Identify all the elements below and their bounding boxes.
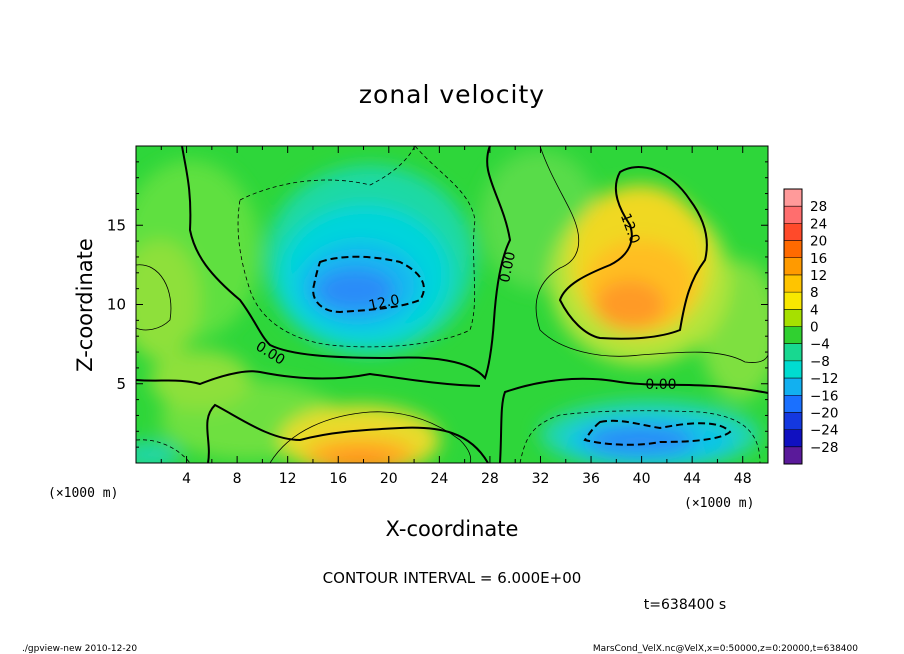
y-axis-ticks: 5 10 15 [107, 161, 768, 448]
colorbar-label: −16 [810, 388, 839, 404]
colorbar-label: −4 [810, 337, 830, 353]
colorbar-cell [784, 206, 802, 224]
colorbar-cell [784, 360, 802, 379]
contour-interval-text: CONTOUR INTERVAL = 6.000E+00 [323, 569, 582, 587]
colorbar-label: 0 [810, 320, 819, 336]
x-tick-label: 48 [734, 471, 752, 487]
colorbar-cell [784, 343, 802, 361]
x-tick-label: 20 [380, 471, 398, 487]
colorbar-cell [784, 189, 802, 207]
x-tick-label: 16 [329, 471, 347, 487]
x-tick-label: 36 [582, 471, 600, 487]
colorbar-cell [784, 412, 802, 430]
colorbar-label: 16 [810, 251, 827, 267]
contour-label-zero-right: 0.00 [645, 377, 676, 393]
colorbar-cell [784, 378, 802, 396]
plot-field [136, 146, 768, 463]
colorbar-label: −24 [810, 423, 839, 439]
colorbar-label: −20 [810, 405, 839, 421]
x-unit-left: (×1000 m) [48, 486, 118, 501]
footer-left: ./gpview-new 2010-12-20 [22, 644, 137, 654]
chart-title: zonal velocity [359, 80, 545, 109]
colorbar-label: 8 [810, 285, 819, 301]
y-tick-label: 10 [107, 296, 126, 314]
colorbar-cell [784, 223, 802, 241]
x-tick-label: 32 [532, 471, 550, 487]
colorbar-cell [784, 240, 802, 258]
time-text: t=638400 s [644, 597, 726, 613]
x-tick-label: 4 [182, 471, 191, 487]
colorbar-cell [784, 257, 802, 275]
y-tick-label: 5 [116, 375, 126, 393]
footer-right: MarsCond_VelX.nc@VelX,x=0:50000,z=0:2000… [593, 644, 858, 654]
x-axis-label: X-coordinate [386, 517, 519, 541]
x-tick-label: 12 [279, 471, 297, 487]
y-axis-label: Z-coordinate [73, 238, 97, 372]
colorbar-cell [784, 326, 802, 344]
x-tick-label: 24 [430, 471, 448, 487]
colorbar-label: 24 [810, 216, 827, 232]
colorbar-label: 4 [810, 302, 819, 318]
colorbar-cell [784, 395, 802, 413]
x-unit-right: (×1000 m) [684, 496, 754, 511]
x-tick-label: 44 [683, 471, 701, 487]
colorbar-label: 20 [810, 234, 827, 250]
colorbar-cell [784, 274, 802, 293]
colorbar-label: −12 [810, 371, 839, 387]
x-tick-label: 40 [633, 471, 651, 487]
colorbar-cell [784, 292, 802, 310]
contour-label-12-neg: 12.0 [367, 292, 401, 314]
x-axis-ticks: 4 8 12 16 20 24 28 32 36 40 44 48 [160, 146, 752, 487]
colorbar-cell [784, 309, 802, 327]
colorbar-label: −28 [810, 440, 839, 456]
contour-label-zero-mid: 0.00 [497, 250, 519, 284]
x-tick-label: 28 [481, 471, 499, 487]
colorbar-cell [784, 446, 802, 464]
y-tick-label: 15 [107, 216, 126, 234]
x-tick-label: 8 [233, 471, 242, 487]
colorbar-cell [784, 429, 802, 447]
colorbar-label: −8 [810, 354, 830, 370]
colorbar-label: 28 [810, 199, 827, 215]
colorbar-label: 12 [810, 268, 827, 284]
